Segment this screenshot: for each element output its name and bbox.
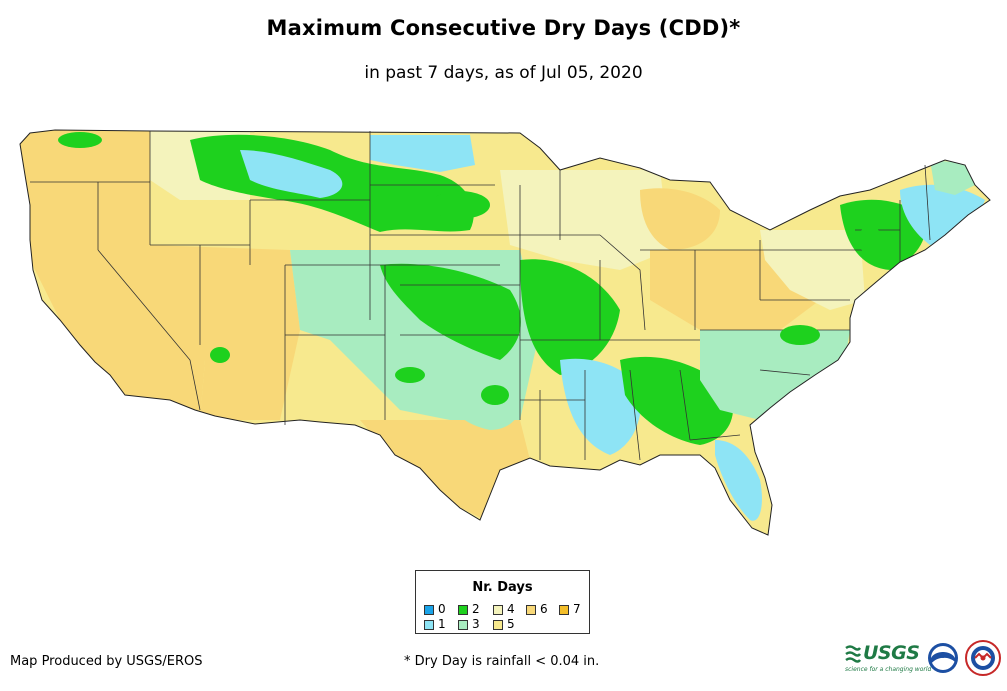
legend-label: 6 bbox=[540, 602, 548, 616]
nws-logo-icon bbox=[965, 640, 1001, 676]
region-upper-midwest bbox=[500, 170, 670, 270]
legend-label: 1 bbox=[438, 617, 446, 631]
region-dakota-blue bbox=[370, 135, 475, 172]
region-texas-yellow bbox=[360, 420, 530, 520]
legend-label: 4 bbox=[507, 602, 515, 616]
map-subtitle: in past 7 days, as of Jul 05, 2020 bbox=[364, 63, 643, 83]
legend-item: 1 bbox=[424, 618, 446, 631]
usgs-logo: USGS science for a changing world bbox=[845, 642, 931, 678]
region-montana-blue bbox=[240, 150, 343, 198]
legend-item: 0 bbox=[424, 603, 446, 616]
region-mississippi-valley-blue bbox=[560, 358, 642, 455]
region-maine bbox=[930, 160, 975, 195]
region-west-coast bbox=[20, 130, 215, 420]
region-northeast-green bbox=[840, 199, 926, 270]
legend-item: 3 bbox=[458, 618, 480, 631]
us-outline bbox=[19, 129, 991, 536]
legend-item: 5 bbox=[493, 618, 515, 631]
legend-label: 2 bbox=[472, 602, 480, 616]
legend-label: 5 bbox=[507, 617, 515, 631]
region-florida-blue bbox=[715, 440, 762, 521]
region-michigan bbox=[640, 188, 720, 250]
legend-item: 7 bbox=[559, 603, 581, 616]
state-boundaries bbox=[30, 131, 931, 461]
usgs-tagline: science for a changing world bbox=[845, 666, 932, 673]
usgs-wave-icon bbox=[845, 645, 861, 663]
legend-swatch bbox=[458, 619, 468, 630]
legend-swatch bbox=[526, 604, 536, 615]
region-new-england-blue bbox=[900, 184, 985, 245]
legend-swatch bbox=[424, 604, 434, 615]
legend: Nr. Days 0 1 2 3 4 5 6 7 bbox=[415, 570, 590, 634]
legend-item: 2 bbox=[458, 603, 480, 616]
noaa-logo-icon bbox=[928, 643, 958, 673]
legend-label: 3 bbox=[472, 617, 480, 631]
legend-title: Nr. Days bbox=[472, 580, 533, 595]
legend-label: 0 bbox=[438, 602, 446, 616]
region-kansas-green bbox=[380, 263, 521, 360]
credit-text: Map Produced by USGS/EROS bbox=[10, 654, 203, 669]
legend-swatch bbox=[424, 619, 434, 630]
region-missouri-green bbox=[520, 259, 620, 375]
agency-logos: USGS science for a changing world bbox=[845, 640, 1005, 680]
legend-swatch bbox=[458, 604, 468, 615]
legend-swatch bbox=[493, 604, 503, 615]
legend-item: 4 bbox=[493, 603, 515, 616]
scattered-patches bbox=[58, 132, 882, 405]
legend-swatch bbox=[559, 604, 569, 615]
region-southwest bbox=[150, 245, 300, 420]
legend-swatch bbox=[493, 619, 503, 630]
usgs-wordmark: USGS bbox=[863, 642, 920, 664]
legend-label: 7 bbox=[573, 602, 581, 616]
region-southeast bbox=[700, 330, 850, 420]
footnote-text: * Dry Day is rainfall < 0.04 in. bbox=[404, 654, 600, 669]
legend-item: 6 bbox=[526, 603, 548, 616]
map-title: Maximum Consecutive Dry Days (CDD)* bbox=[266, 16, 741, 40]
